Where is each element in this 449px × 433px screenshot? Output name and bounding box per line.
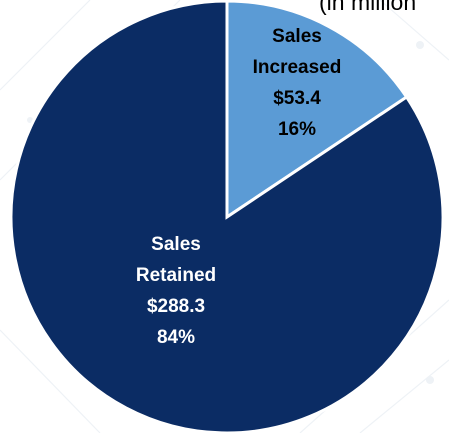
slice-label-line: $288.3 (147, 296, 205, 317)
slice-label-line: $53.4 (273, 88, 321, 109)
pie-slice-sales-retained (9, 0, 445, 433)
chart-subtitle: (in million (319, 0, 417, 15)
slice-label-line: Sales (151, 234, 201, 255)
slice-label-line: 16% (278, 119, 316, 140)
slice-label-line: Retained (136, 265, 216, 286)
slice-label-line: 84% (157, 327, 195, 348)
slice-label-sales-increased: Sales Increased $53.4 16% (253, 26, 342, 140)
slice-label-line: Sales (272, 26, 322, 47)
pie-slice-sales-increased (225, 0, 409, 220)
slice-label-line: Increased (253, 57, 342, 78)
slice-label-sales-retained: Sales Retained $288.3 84% (136, 234, 216, 348)
